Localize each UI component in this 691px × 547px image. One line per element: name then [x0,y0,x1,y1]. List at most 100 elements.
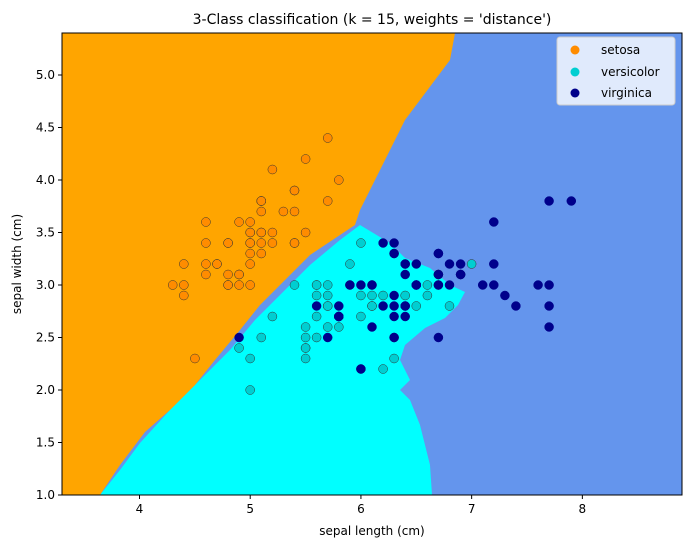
point-setosa-4 [245,217,255,227]
point-versicolor-28 [356,290,366,301]
point-virginica-10 [411,259,422,269]
point-setosa-6 [201,238,211,248]
point-virginica-9 [489,217,499,227]
point-setosa-46 [256,196,267,206]
point-setosa-15 [322,133,333,143]
point-virginica-14 [334,301,344,311]
point-virginica-27 [367,280,377,290]
point-virginica-35 [544,280,554,290]
point-setosa-10 [289,206,300,217]
point-versicolor-46 [322,290,333,301]
point-versicolor-35 [356,238,366,248]
x-axis-ticks: 4 5 6 7 8 [136,495,586,516]
point-versicolor-44 [311,311,322,322]
decision-regions [62,33,682,495]
y-tick-label: 2.5 [36,331,55,345]
plot-frame [61,32,683,496]
chart-title: 3-Class classification (k = 15, weights … [193,12,552,28]
y-tick-label: 3.0 [36,278,55,292]
y-tick-label: 4.0 [36,173,55,187]
point-versicolor-9 [267,311,278,322]
region-setosa [62,33,455,495]
point-virginica-26 [378,301,388,311]
point-virginica-29 [489,280,499,290]
y-tick-label: 5.0 [36,68,55,82]
point-virginica-0 [389,248,399,259]
x-tick-label: 5 [246,502,254,516]
point-versicolor-31 [300,343,311,353]
point-setosa-25 [245,280,255,290]
point-versicolor-43 [245,353,255,364]
point-setosa-31 [289,238,300,248]
point-virginica-3 [389,290,399,301]
point-virginica-22 [544,301,554,311]
point-setosa-22 [201,217,211,227]
legend-marker-setosa [570,45,580,55]
point-setosa-21 [256,206,267,217]
point-setosa-33 [300,154,311,164]
point-virginica-45 [433,280,444,290]
y-tick-label: 1.5 [36,436,55,450]
point-versicolor-42 [334,322,344,332]
point-versicolor-40 [300,322,311,332]
point-versicolor-18 [378,364,388,374]
point-versicolor-38 [311,280,322,290]
legend-marker-versicolor [570,67,580,77]
point-setosa-26 [245,238,255,248]
point-virginica-15 [400,259,410,269]
point-virginica-5 [533,280,543,290]
point-setosa-32 [267,164,278,175]
point-setosa-30 [223,269,233,280]
point-versicolor-33 [356,311,366,322]
point-setosa-23 [256,248,267,259]
y-axis-ticks: 1.0 1.5 2.0 2.5 3.0 3.5 4.0 4.5 5.0 [36,68,62,502]
point-setosa-29 [212,259,222,269]
point-virginica-43 [444,259,455,269]
point-setosa-39 [256,238,267,248]
legend: setosa versicolor virginica [556,36,676,106]
point-setosa-49 [245,248,255,259]
point-virginica-32 [400,301,410,311]
x-tick-label: 6 [357,502,365,516]
point-setosa-37 [234,217,244,227]
legend-label-setosa: setosa [601,43,640,57]
point-virginica-21 [311,301,322,311]
point-virginica-13 [322,332,333,343]
point-setosa-1 [234,280,244,290]
y-axis-label: sepal width (cm) [10,214,24,314]
point-versicolor-24 [400,290,410,301]
point-versicolor-26 [444,301,455,311]
point-setosa-35 [245,259,255,269]
point-virginica-17 [544,196,554,206]
point-versicolor-34 [289,280,300,290]
point-setosa-45 [223,280,233,290]
point-setosa-27 [267,227,278,238]
legend-box [556,36,676,106]
point-setosa-18 [322,196,333,206]
point-virginica-23 [389,311,399,322]
y-tick-label: 2.0 [36,383,55,397]
point-virginica-11 [400,311,410,322]
point-virginica-33 [389,301,399,311]
point-virginica-36 [389,238,399,248]
point-versicolor-14 [311,290,322,301]
point-versicolor-3 [300,353,311,364]
point-versicolor-4 [411,301,422,311]
point-virginica-46 [389,332,399,343]
point-virginica-30 [511,301,521,311]
point-virginica-38 [356,280,366,290]
point-setosa-13 [167,280,178,290]
point-versicolor-45 [322,280,333,290]
point-versicolor-29 [322,322,333,332]
point-virginica-44 [433,248,444,259]
point-versicolor-49 [322,301,333,311]
point-setosa-41 [190,353,200,364]
point-setosa-48 [278,206,289,217]
x-tick-label: 8 [579,502,587,516]
point-virginica-7 [500,290,510,301]
point-setosa-24 [223,238,233,248]
point-virginica-49 [345,280,355,290]
point-virginica-31 [566,196,577,206]
x-tick-label: 7 [468,502,476,516]
point-virginica-20 [455,259,466,269]
